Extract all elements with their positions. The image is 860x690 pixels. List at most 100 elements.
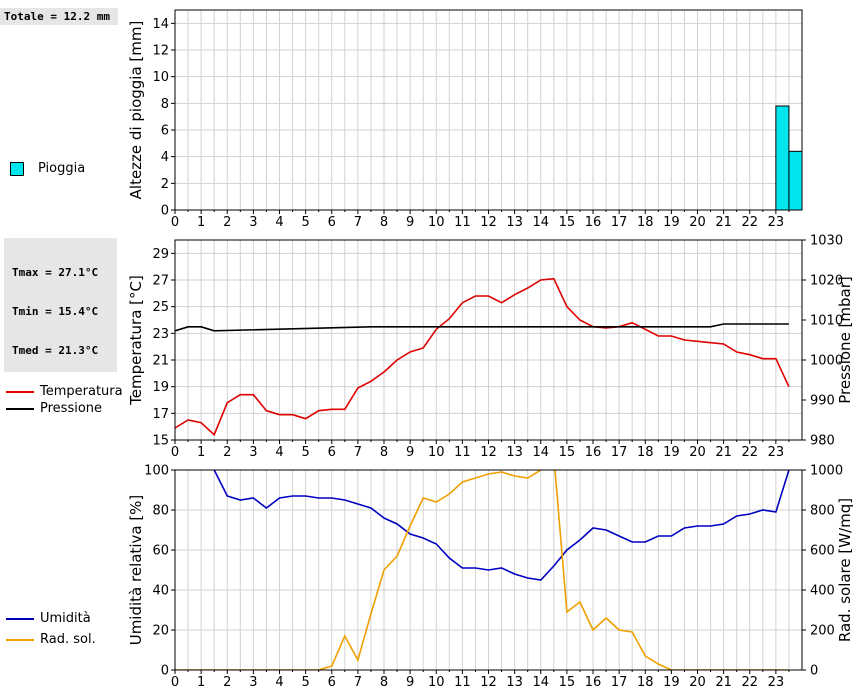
y-tick-label: 100 <box>144 464 169 479</box>
x-tick-label: 12 <box>480 215 497 230</box>
y-tick-label: 6 <box>161 124 169 139</box>
x-tick-label: 15 <box>559 445 576 460</box>
y-tick-label: 15 <box>152 434 169 449</box>
rain-bar <box>775 105 790 211</box>
x-tick-label: 8 <box>380 215 388 230</box>
x-tick-label: 7 <box>354 675 362 690</box>
x-tick-label: 17 <box>611 215 628 230</box>
legend-humidity-line <box>6 617 34 620</box>
x-tick-label: 5 <box>301 675 309 690</box>
x-tick-label: 22 <box>741 445 758 460</box>
x-tick-label: 6 <box>328 675 336 690</box>
legend-solar-label: Rad. sol. <box>40 632 96 647</box>
x-tick-label: 3 <box>249 215 257 230</box>
y2-tick-label: 1030 <box>810 234 843 249</box>
y2-tick-label: 600 <box>810 544 835 559</box>
y-tick-label: 19 <box>152 380 169 395</box>
y2-axis-title: Rad. solare [W/mq] <box>836 498 854 642</box>
y-axis-title: Altezze di pioggia [mm] <box>127 21 145 200</box>
y2-tick-label: 0 <box>810 664 818 679</box>
x-tick-label: 2 <box>223 215 231 230</box>
x-tick-label: 4 <box>275 215 283 230</box>
x-tick-label: 15 <box>559 675 576 690</box>
y2-tick-label: 1000 <box>810 354 843 369</box>
x-tick-label: 14 <box>532 445 549 460</box>
series-line-Rad. sol. <box>175 470 789 670</box>
x-tick-label: 11 <box>454 675 471 690</box>
x-tick-label: 18 <box>637 445 654 460</box>
temperature-stats-box: Tmax = 27.1°C Tmin = 15.4°C Tmed = 21.3°… <box>4 238 117 372</box>
x-tick-label: 10 <box>428 675 445 690</box>
y-tick-label: 27 <box>152 274 169 289</box>
x-tick-label: 1 <box>197 215 205 230</box>
legend-solar: Rad. sol. <box>6 632 96 647</box>
legend-temperature-label: Temperatura <box>40 384 123 399</box>
x-tick-label: 12 <box>480 445 497 460</box>
y2-tick-label: 1000 <box>810 464 843 479</box>
legend-humidity-label: Umidità <box>40 611 91 626</box>
x-tick-label: 21 <box>715 675 732 690</box>
x-tick-label: 17 <box>611 675 628 690</box>
x-tick-label: 11 <box>454 215 471 230</box>
x-tick-label: 20 <box>689 445 706 460</box>
rain-bar <box>788 150 803 211</box>
legend-solar-line <box>6 638 34 641</box>
x-tick-label: 8 <box>380 445 388 460</box>
x-tick-label: 16 <box>585 445 602 460</box>
x-tick-label: 17 <box>611 445 628 460</box>
x-tick-label: 4 <box>275 445 283 460</box>
x-tick-label: 5 <box>301 445 309 460</box>
x-tick-label: 13 <box>506 215 523 230</box>
x-tick-label: 7 <box>354 445 362 460</box>
y-tick-label: 40 <box>152 584 169 599</box>
x-tick-label: 22 <box>741 675 758 690</box>
x-tick-label: 14 <box>532 215 549 230</box>
x-tick-label: 0 <box>171 675 179 690</box>
y2-tick-label: 1010 <box>810 314 843 329</box>
legend-temperature: Temperatura <box>6 384 123 399</box>
legend-temperature-line <box>6 390 34 393</box>
y2-tick-label: 200 <box>810 624 835 639</box>
x-tick-label: 16 <box>585 675 602 690</box>
x-tick-label: 19 <box>663 445 680 460</box>
y2-tick-label: 400 <box>810 584 835 599</box>
x-tick-label: 12 <box>480 675 497 690</box>
legend-rain-swatch <box>10 161 24 176</box>
y2-tick-label: 800 <box>810 504 835 519</box>
x-tick-label: 9 <box>406 445 414 460</box>
y-tick-label: 80 <box>152 504 169 519</box>
x-tick-label: 13 <box>506 445 523 460</box>
y-tick-label: 10 <box>152 70 169 85</box>
x-tick-label: 21 <box>715 445 732 460</box>
x-tick-label: 10 <box>428 445 445 460</box>
y-tick-label: 4 <box>161 150 169 165</box>
y-axis-title: Temperatura [°C] <box>127 275 145 406</box>
y-tick-label: 0 <box>161 204 169 219</box>
tmin-text: Tmin = 15.4°C <box>12 305 99 318</box>
x-tick-label: 22 <box>741 215 758 230</box>
x-tick-label: 16 <box>585 215 602 230</box>
x-tick-label: 20 <box>689 675 706 690</box>
x-tick-label: 4 <box>275 675 283 690</box>
x-tick-label: 21 <box>715 215 732 230</box>
x-tick-label: 13 <box>506 675 523 690</box>
legend-rain-label: Pioggia <box>38 161 86 176</box>
x-tick-label: 9 <box>406 215 414 230</box>
y2-tick-label: 1020 <box>810 274 843 289</box>
x-tick-label: 20 <box>689 215 706 230</box>
legend-pressure: Pressione <box>6 401 102 416</box>
legend-pressure-label: Pressione <box>40 401 103 416</box>
x-tick-label: 15 <box>559 215 576 230</box>
y-tick-label: 21 <box>152 354 169 369</box>
x-tick-label: 0 <box>171 215 179 230</box>
y-tick-label: 20 <box>152 624 169 639</box>
y-tick-label: 14 <box>152 17 169 32</box>
x-tick-label: 23 <box>768 445 785 460</box>
tmax-text: Tmax = 27.1°C <box>12 266 99 279</box>
x-tick-label: 14 <box>532 675 549 690</box>
y-tick-label: 29 <box>152 247 169 262</box>
rain-total-box: Totale = 12.2 mm <box>0 8 118 25</box>
x-tick-label: 1 <box>197 675 205 690</box>
x-tick-label: 7 <box>354 215 362 230</box>
